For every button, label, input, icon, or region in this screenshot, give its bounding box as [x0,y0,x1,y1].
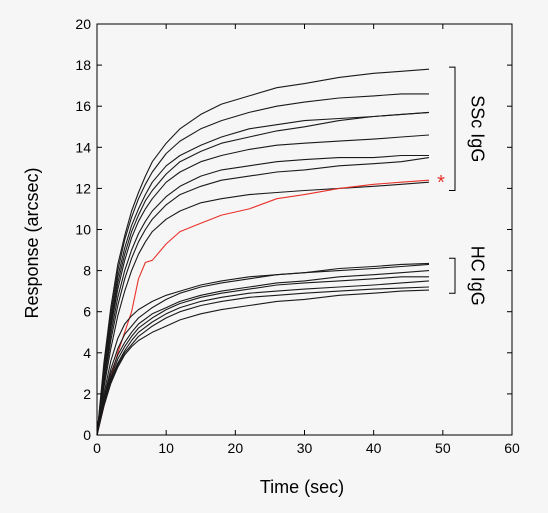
ticks-layer: 0 10 20 30 40 50 60 0 2 4 6 8 10 12 14 16 18 20 [75,16,520,456]
y-tick-label: 8 [83,263,91,279]
y-tick-label: 12 [75,180,91,196]
x-tick-label: 10 [158,440,174,456]
series-line-14 [96,280,430,436]
series-layer [96,68,430,436]
annotation-layer: SSc IgG HC IgG * [437,66,487,306]
x-tick-label: 40 [366,440,382,456]
x-tick-label: 50 [435,440,451,456]
y-tick-label: 14 [75,139,91,155]
x-axis-label: Time (sec) [260,477,344,497]
x-tick-label: 0 [93,440,101,456]
y-tick-label: 0 [83,427,91,443]
series-line-7 [96,157,430,436]
group1-label: SSc IgG [467,95,487,162]
series-line-3 [96,111,430,436]
series-line-12 [96,270,430,436]
series-line-16 [96,289,430,436]
group2-label: HC IgG [467,246,487,306]
y-axis-label: Response (arcsec) [22,167,42,318]
series-line-4 [96,111,430,436]
series-line-15 [96,286,430,436]
series-line-5 [96,134,430,436]
series-line-8 [96,181,430,436]
y-tick-label: 16 [75,98,91,114]
series-line-2 [96,93,429,436]
y-tick-label: 18 [75,57,91,73]
significance-marker: * [437,172,445,194]
y-tick-label: 20 [75,16,91,32]
x-tick-label: 20 [228,440,244,456]
series-line-11 [96,263,430,436]
series-line-10 [96,262,430,436]
group2-bracket [449,257,456,294]
y-tick-label: 2 [83,386,91,402]
y-tick-label: 10 [75,222,91,238]
x-tick-label: 30 [297,440,313,456]
highlighted-series-line-9 [96,179,430,436]
x-tick-label: 60 [504,440,520,456]
series-line-13 [96,276,429,436]
series-line-1 [96,68,430,436]
group1-bracket [449,66,456,191]
y-tick-label: 6 [83,304,91,320]
series-line-6 [96,154,429,436]
y-tick-label: 4 [83,345,91,361]
